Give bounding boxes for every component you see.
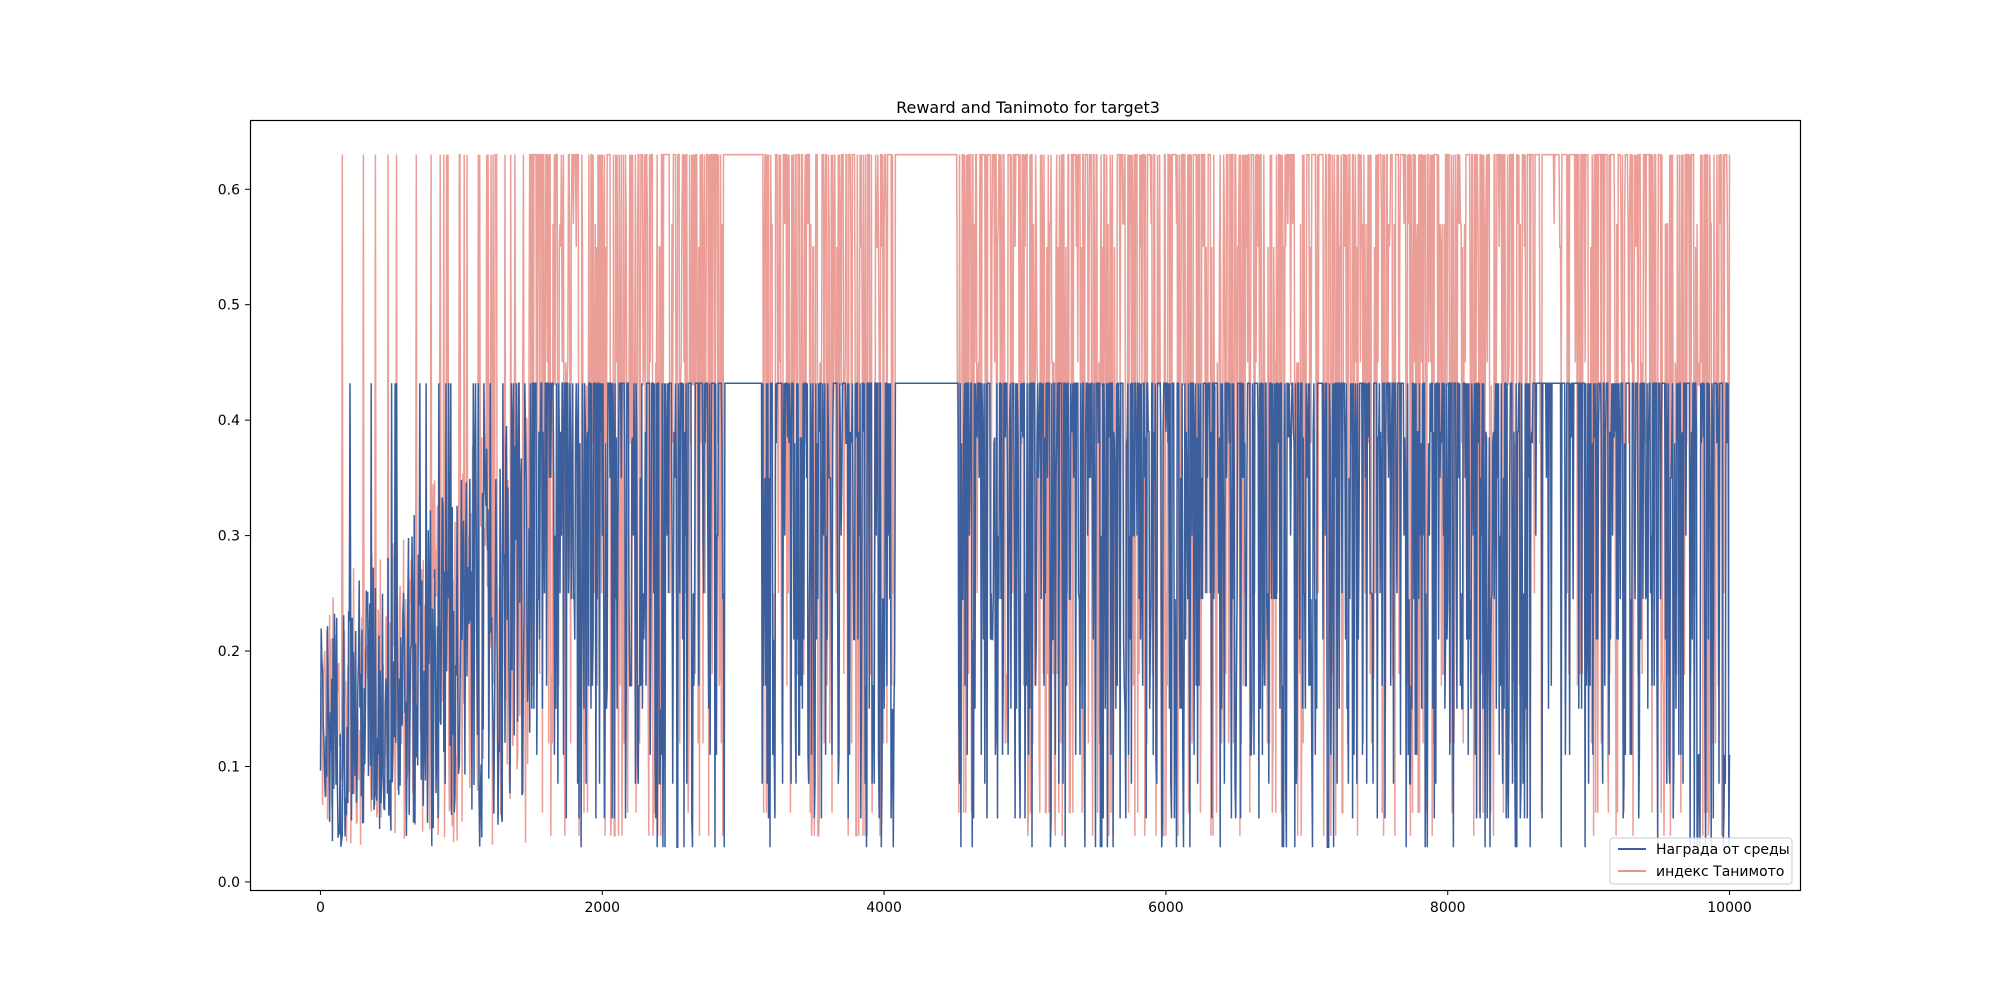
y-tick-label: 0.5: [218, 298, 240, 314]
series-line-tanimoto: [319, 153, 1731, 845]
x-tick-label: 6000: [1148, 900, 1184, 916]
y-axis: 0.0 0.1 0.2 0.3 0.4 0.5 0.6: [218, 182, 250, 891]
legend-label-reward: Награда от среды: [1656, 842, 1790, 858]
y-tick-label: 0.1: [218, 759, 240, 775]
y-tick-label: 0.0: [218, 875, 240, 891]
chart-title: Reward and Tanimoto for target3: [896, 98, 1160, 117]
x-tick-label: 0: [316, 900, 325, 916]
y-tick-label: 0.2: [218, 644, 240, 660]
series-layer: [319, 153, 1731, 849]
legend: Награда от среды индекс Танимото: [1609, 837, 1793, 885]
legend-label-tanimoto: индекс Танимото: [1656, 864, 1784, 880]
x-tick-label: 4000: [866, 900, 902, 916]
x-tick-label: 8000: [1430, 900, 1466, 916]
y-tick-label: 0.3: [218, 529, 240, 545]
x-tick-label: 2000: [584, 900, 620, 916]
series-line-reward: [319, 382, 1731, 849]
x-tick-label: 10000: [1707, 900, 1752, 916]
y-tick-label: 0.6: [218, 182, 240, 198]
legend-box: [1609, 837, 1793, 885]
axes-frame: [249, 119, 1802, 892]
y-tick-label: 0.4: [218, 413, 240, 429]
x-axis: 0 2000 4000 6000 8000 10000: [316, 890, 1752, 916]
